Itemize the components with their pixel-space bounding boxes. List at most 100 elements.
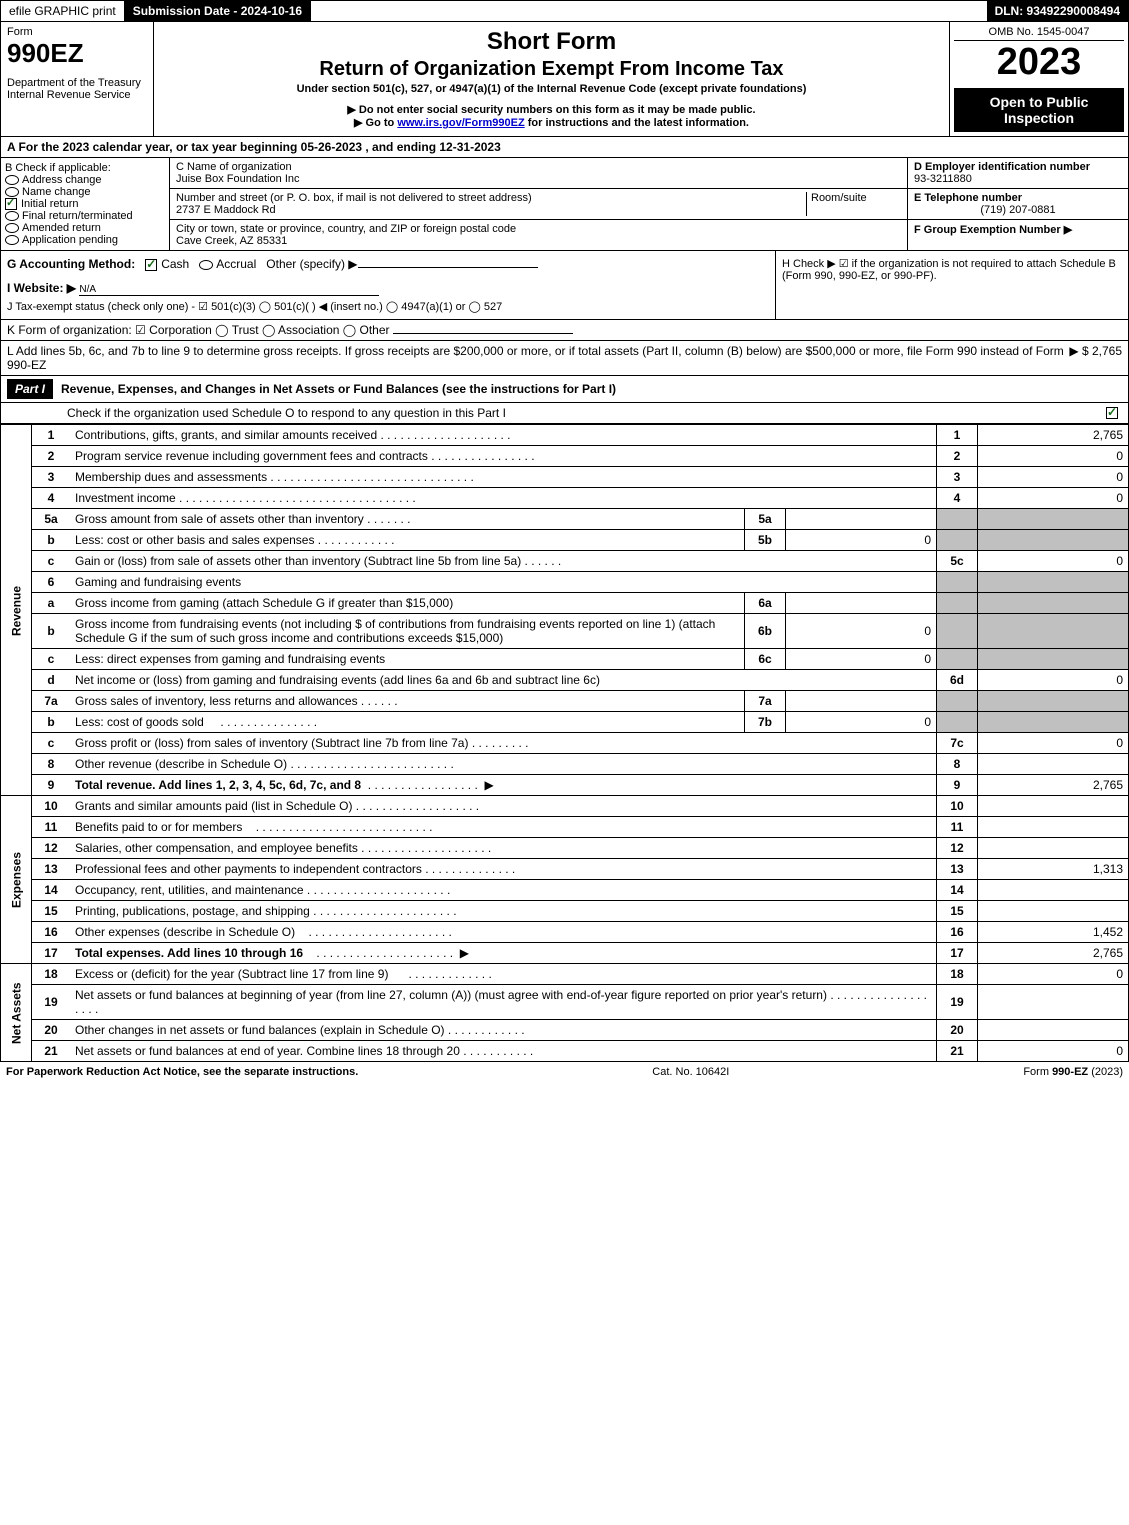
g-h-left: G Accounting Method: Cash Accrual Other … [1,251,775,319]
form-label: Form [7,26,147,38]
org-name-cell: C Name of organization Juise Box Foundat… [170,158,907,189]
expenses-label: Expenses [1,796,32,964]
line-13: 13Professional fees and other payments t… [1,859,1129,880]
line-7c: cGross profit or (loss) from sales of in… [1,733,1129,754]
line-21: 21Net assets or fund balances at end of … [1,1041,1129,1062]
line-5a: 5aGross amount from sale of assets other… [1,509,1129,530]
top-bar: efile GRAPHIC print Submission Date - 20… [0,0,1129,22]
row-g-h: G Accounting Method: Cash Accrual Other … [0,251,1129,320]
line-4: 4Investment income . . . . . . . . . . .… [1,488,1129,509]
org-name: Juise Box Foundation Inc [176,173,901,185]
line-6d: dNet income or (loss) from gaming and fu… [1,670,1129,691]
k-row: K Form of organization: ☑ Corporation ◯ … [0,320,1129,341]
ein-value: 93-3211880 [914,173,972,185]
line-10: Expenses 10Grants and similar amounts pa… [1,796,1129,817]
part1-label: Part I [7,379,53,399]
line-5b: bLess: cost or other basis and sales exp… [1,530,1129,551]
ein-cell: D Employer identification number 93-3211… [908,158,1128,189]
chk-cash[interactable] [145,259,157,271]
title-return: Return of Organization Exempt From Incom… [158,58,945,81]
line-6c: cLess: direct expenses from gaming and f… [1,649,1129,670]
l-amount: ▶ $ 2,765 [1069,344,1122,372]
phone-cell: E Telephone number (719) 207-0881 [908,189,1128,220]
city-cell: City or town, state or province, country… [170,220,907,250]
line-6: 6Gaming and fundraising events [1,572,1129,593]
subtitle-2: ▶ Do not enter social security numbers o… [158,103,945,116]
phone-label: E Telephone number [914,192,1022,204]
department: Department of the Treasury Internal Reve… [7,77,147,101]
i-website: I Website: ▶ N/A [7,281,769,296]
line-15: 15Printing, publications, postage, and s… [1,901,1129,922]
line-12: 12Salaries, other compensation, and empl… [1,838,1129,859]
footer-center: Cat. No. 10642I [652,1066,729,1078]
i-label: I Website: ▶ [7,281,76,295]
footer-left: For Paperwork Reduction Act Notice, see … [6,1066,358,1078]
dln: DLN: 93492290008494 [987,1,1128,21]
website-value: N/A [79,284,96,295]
k-other-input[interactable] [393,333,573,334]
col-b-checkboxes: B Check if applicable: Address change Na… [1,158,170,250]
tax-year: 2023 [954,41,1124,84]
ein-label: D Employer identification number [914,161,1090,173]
irs-link[interactable]: www.irs.gov/Form990EZ [397,117,524,129]
chk-accrual[interactable] [199,260,213,270]
chk-initial[interactable]: Initial return [5,198,165,210]
open-to-public: Open to Public Inspection [954,88,1124,132]
footer: For Paperwork Reduction Act Notice, see … [0,1062,1129,1082]
line-19: 19Net assets or fund balances at beginni… [1,985,1129,1020]
part1-check-text: Check if the organization used Schedule … [7,406,1106,420]
line-8: 8Other revenue (describe in Schedule O) … [1,754,1129,775]
col-c: C Name of organization Juise Box Foundat… [170,158,908,250]
lines-table: Revenue 1Contributions, gifts, grants, a… [0,424,1129,1062]
revenue-label: Revenue [1,425,32,796]
header-right: OMB No. 1545-0047 2023 Open to Public In… [949,22,1128,136]
col-d: D Employer identification number 93-3211… [908,158,1128,250]
part1-header: Part I Revenue, Expenses, and Changes in… [0,376,1129,403]
line-14: 14Occupancy, rent, utilities, and mainte… [1,880,1129,901]
line-3: 3Membership dues and assessments . . . .… [1,467,1129,488]
g-accounting: G Accounting Method: Cash Accrual Other … [7,257,769,271]
header-center: Short Form Return of Organization Exempt… [154,22,949,136]
info-grid: B Check if applicable: Address change Na… [0,158,1129,251]
line-5c: cGain or (loss) from sale of assets othe… [1,551,1129,572]
netassets-label: Net Assets [1,964,32,1062]
omb-number: OMB No. 1545-0047 [954,26,1124,41]
street-label: Number and street (or P. O. box, if mail… [176,192,806,204]
other-input[interactable] [358,267,538,268]
part1-checkbox[interactable] [1106,407,1118,419]
chk-final[interactable]: Final return/terminated [5,210,165,222]
chk-name[interactable]: Name change [5,186,165,198]
line-11: 11Benefits paid to or for members . . . … [1,817,1129,838]
chk-pending[interactable]: Application pending [5,234,165,246]
phone-value: (719) 207-0881 [914,204,1122,216]
line-20: 20Other changes in net assets or fund ba… [1,1020,1129,1041]
g-label: G Accounting Method: [7,257,135,271]
part1-title: Revenue, Expenses, and Changes in Net As… [61,382,616,396]
line-7b: bLess: cost of goods sold . . . . . . . … [1,712,1129,733]
line-17: 17Total expenses. Add lines 10 through 1… [1,943,1129,964]
city-value: Cave Creek, AZ 85331 [176,235,901,247]
room-label: Room/suite [806,192,901,216]
l-row: L Add lines 5b, 6c, and 7b to line 9 to … [0,341,1129,376]
group-exempt-cell: F Group Exemption Number ▶ [908,220,1128,239]
line-9: 9Total revenue. Add lines 1, 2, 3, 4, 5c… [1,775,1129,796]
line-6b: bGross income from fundraising events (n… [1,614,1129,649]
line-18: Net Assets 18Excess or (deficit) for the… [1,964,1129,985]
header-left: Form 990EZ Department of the Treasury In… [1,22,154,136]
form-header: Form 990EZ Department of the Treasury In… [0,22,1129,137]
chk-address[interactable]: Address change [5,174,165,186]
section-a-text: A For the 2023 calendar year, or tax yea… [7,140,501,154]
city-label: City or town, state or province, country… [176,223,901,235]
line-2: 2Program service revenue including gover… [1,446,1129,467]
part1-check-row: Check if the organization used Schedule … [0,403,1129,424]
org-name-label: C Name of organization [176,161,901,173]
submission-date: Submission Date - 2024-10-16 [125,1,311,21]
h-check: H Check ▶ ☑ if the organization is not r… [775,251,1128,319]
chk-amended[interactable]: Amended return [5,222,165,234]
footer-right: Form 990-EZ (2023) [1023,1066,1123,1078]
section-a: A For the 2023 calendar year, or tax yea… [0,137,1129,158]
street-cell: Number and street (or P. O. box, if mail… [170,189,907,220]
subtitle-1: Under section 501(c), 527, or 4947(a)(1)… [158,83,945,95]
k-text: K Form of organization: ☑ Corporation ◯ … [7,323,390,337]
efile-label: efile GRAPHIC print [1,1,125,21]
